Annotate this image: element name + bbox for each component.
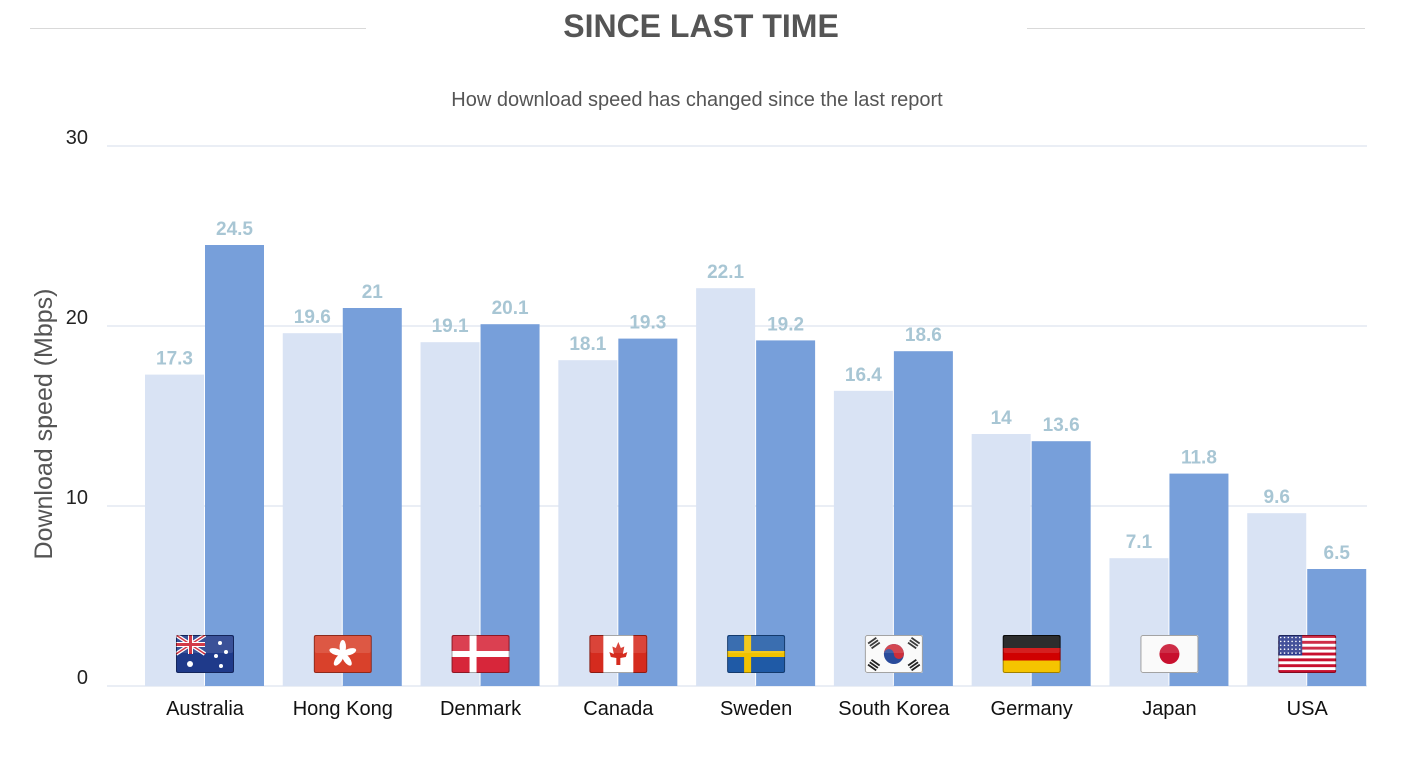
y-tick-label: 20: [66, 307, 88, 329]
x-tick-label: Sweden: [720, 698, 792, 720]
title-rule-left: [30, 28, 366, 29]
data-labels: 17.3 24.5 19.6 21 19.1 20.1 18.1 19.3 22.1 19.2 16…: [156, 219, 1350, 564]
data-label: 19.1: [432, 316, 469, 337]
x-axis: Australia Hong Kong Denmark Canada Sweden Sou…: [166, 698, 1328, 720]
y-axis-title: Download speed (Mbps): [30, 289, 58, 560]
data-label: 22.1: [707, 262, 744, 283]
canada-flag-icon: [589, 635, 648, 673]
data-label: 13.6: [1043, 415, 1080, 436]
bar-previous: [282, 333, 342, 686]
x-tick-label: Japan: [1142, 698, 1197, 720]
y-axis: 0 10 20 30 Download speed (Mbps): [30, 127, 88, 689]
data-label: 18.1: [569, 334, 606, 355]
data-label: 18.6: [905, 325, 942, 346]
bar-previous: [696, 288, 756, 686]
y-tick-label: 10: [66, 487, 88, 509]
denmark-flag-icon: [451, 635, 510, 673]
x-tick-label: South Korea: [838, 698, 950, 720]
data-label: 24.5: [216, 219, 253, 240]
data-label: 19.3: [629, 313, 666, 334]
bar-current: [480, 324, 540, 686]
title-rule-right: [1027, 28, 1365, 29]
bar-previous: [420, 342, 480, 686]
x-tick-label: Canada: [583, 698, 654, 720]
data-label: 17.3: [156, 349, 193, 370]
y-tick-label: 30: [66, 127, 88, 149]
data-label: 19.6: [294, 307, 331, 328]
usa-flag-icon: [1278, 635, 1337, 673]
germany-flag-icon: [1002, 635, 1061, 673]
hong-kong-flag-icon: [313, 635, 372, 673]
bar-previous: [558, 360, 618, 686]
data-label: 21: [362, 282, 384, 303]
bar-current: [342, 308, 402, 686]
x-tick-label: Hong Kong: [293, 698, 393, 720]
bar-current: [893, 351, 953, 686]
y-tick-label: 0: [77, 667, 88, 689]
data-label: 19.2: [767, 314, 804, 335]
x-tick-label: Australia: [166, 698, 245, 720]
sweden-flag-icon: [727, 635, 786, 673]
data-label: 6.5: [1324, 543, 1351, 564]
bar-previous: [145, 374, 204, 686]
australia-flag-icon: [176, 635, 234, 673]
bar-current: [205, 245, 264, 686]
data-label: 14: [991, 408, 1013, 429]
x-tick-label: Germany: [991, 698, 1073, 720]
chart-subtitle: How download speed has changed since the…: [451, 89, 943, 111]
south-korea-flag-icon: [864, 635, 923, 673]
japan-flag-icon: [1140, 635, 1199, 673]
data-label: 16.4: [845, 365, 882, 386]
flags: [176, 635, 1337, 673]
data-label: 20.1: [492, 298, 529, 319]
data-label: 11.8: [1181, 448, 1217, 469]
x-tick-label: Denmark: [440, 698, 522, 720]
chart-title: SINCE LAST TIME: [563, 8, 839, 44]
data-label: 7.1: [1126, 532, 1153, 553]
x-tick-label: USA: [1287, 698, 1329, 720]
data-label: 9.6: [1264, 487, 1290, 508]
bar-current: [618, 338, 678, 686]
bar-current: [756, 340, 816, 686]
